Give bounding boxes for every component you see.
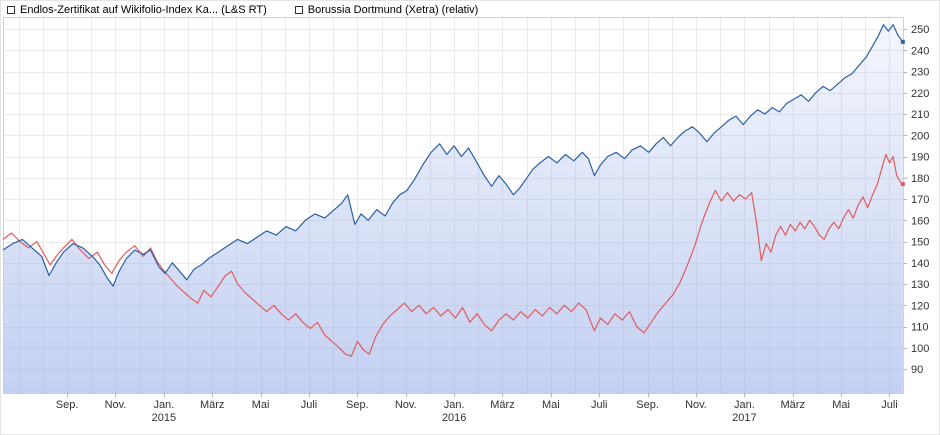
y-axis-labels: 250 240 230 220 210 200 190 180 170 160 150 140 130 1… (904, 24, 929, 376)
svg-text:Nov.: Nov. (685, 399, 707, 411)
svg-text:2016: 2016 (442, 412, 466, 424)
wikifolio-area-fill (3, 24, 903, 394)
svg-text:Juli: Juli (881, 399, 898, 411)
legend-label-bvb: Borussia Dortmund (Xetra) (relativ) (307, 4, 479, 16)
svg-text:Mai: Mai (832, 399, 850, 411)
svg-text:250: 250 (911, 24, 929, 36)
svg-text:Juli: Juli (301, 399, 318, 411)
svg-text:150: 150 (911, 237, 929, 249)
svg-text:190: 190 (911, 152, 929, 164)
svg-text:Juli: Juli (591, 399, 608, 411)
svg-text:240: 240 (911, 45, 929, 57)
legend-swatch-bvb-icon (294, 6, 303, 14)
svg-text:Sep.: Sep. (56, 399, 79, 411)
legend-item-wikifolio: Endlos-Zertifikat auf Wikifolio-Index Ka… (7, 4, 267, 16)
svg-text:Mai: Mai (542, 399, 560, 411)
svg-text:210: 210 (911, 109, 929, 121)
svg-text:120: 120 (911, 300, 929, 312)
legend-item-bvb: Borussia Dortmund (Xetra) (relativ) (294, 4, 479, 16)
chart-plot-area: 250 240 230 220 210 200 190 180 170 160 150 140 130 1… (2, 17, 929, 424)
svg-text:140: 140 (911, 258, 929, 270)
svg-text:Nov.: Nov. (105, 399, 127, 411)
svg-text:Mai: Mai (252, 399, 270, 411)
legend-label-wikifolio: Endlos-Zertifikat auf Wikifolio-Index Ka… (20, 4, 267, 16)
svg-text:2015: 2015 (152, 412, 176, 424)
svg-text:März: März (200, 399, 224, 411)
svg-text:160: 160 (911, 215, 929, 227)
svg-text:Jan.: Jan. (153, 399, 174, 411)
plot-group (2, 17, 905, 394)
svg-text:220: 220 (911, 88, 929, 100)
plot-border (3, 17, 904, 394)
svg-text:100: 100 (911, 343, 929, 355)
bvb-line-end-marker (900, 182, 905, 187)
chart-legend: Endlos-Zertifikat auf Wikifolio-Index Ka… (7, 4, 478, 16)
svg-text:200: 200 (911, 130, 929, 142)
svg-text:Jan.: Jan. (734, 399, 755, 411)
svg-text:Nov.: Nov. (395, 399, 417, 411)
svg-text:90: 90 (911, 364, 923, 376)
svg-text:230: 230 (911, 67, 929, 79)
wikifolio-line-end-marker (900, 39, 905, 44)
svg-text:Sep.: Sep. (346, 399, 369, 411)
svg-text:März: März (781, 399, 805, 411)
svg-text:130: 130 (911, 279, 929, 291)
bvb-line (2, 153, 904, 357)
svg-text:2017: 2017 (732, 412, 756, 424)
svg-text:110: 110 (911, 322, 929, 334)
svg-text:180: 180 (911, 173, 929, 185)
svg-text:Jan.: Jan. (444, 399, 465, 411)
legend-swatch-wikifolio-icon (7, 6, 15, 14)
svg-text:170: 170 (911, 194, 929, 206)
wikifolio-line (2, 24, 904, 287)
svg-text:März: März (490, 399, 514, 411)
svg-text:Sep.: Sep. (636, 399, 659, 411)
